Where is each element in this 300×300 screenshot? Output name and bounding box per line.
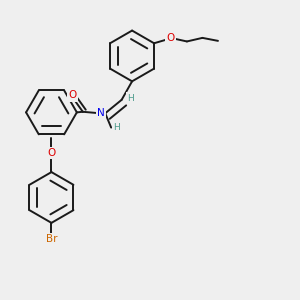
Text: H: H: [113, 122, 120, 131]
Text: O: O: [68, 90, 76, 100]
Text: Br: Br: [46, 234, 57, 244]
Text: H: H: [127, 94, 134, 103]
Text: O: O: [47, 148, 56, 158]
Text: N: N: [98, 108, 105, 118]
Text: O: O: [167, 33, 175, 43]
